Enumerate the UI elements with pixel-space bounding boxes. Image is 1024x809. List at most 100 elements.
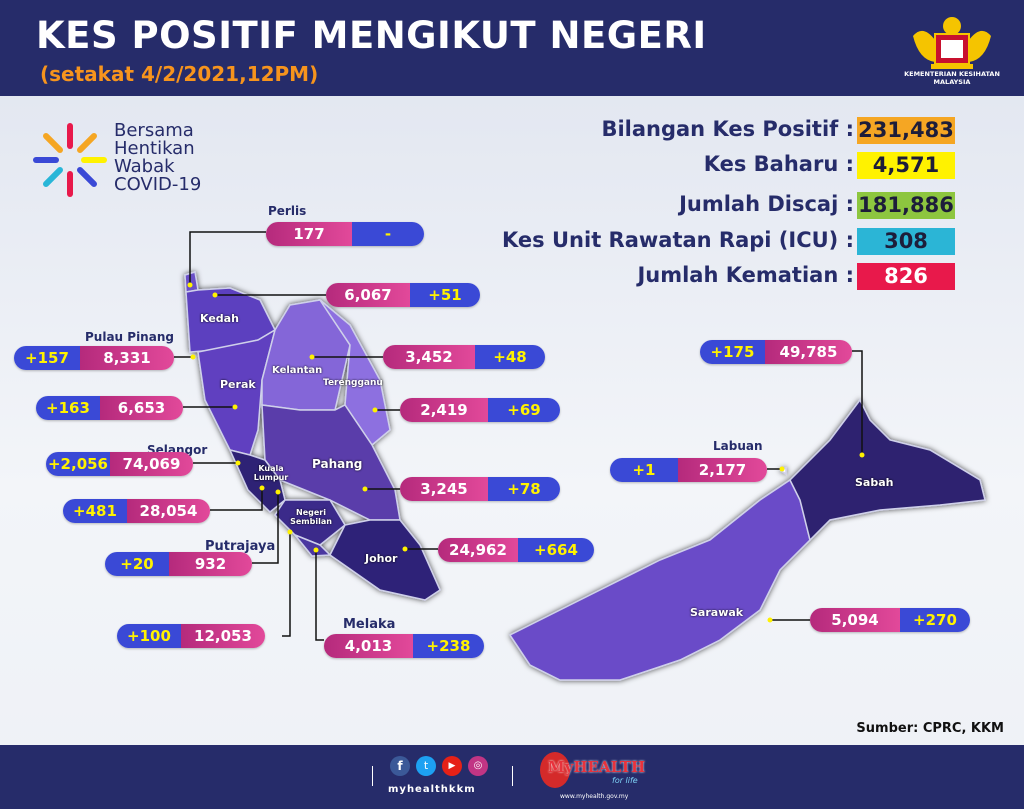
map-label-pahang: Pahang [312,457,363,471]
total-cases: 49,785 [765,340,852,364]
pill-kelantan: 3,452 +48 [383,345,545,369]
pill-selangor: +2,056 74,069 [46,452,193,476]
pill-sarawak: 5,094 +270 [810,608,970,632]
social-handle: myhealthkkm [388,784,476,795]
map-label-sabah: Sabah [855,476,894,489]
stat-label-total: Bilangan Kes Positif : [601,117,854,141]
page-title: KES POSITIF MENGIKUT NEGERI [36,14,707,57]
map-label-perak: Perak [220,378,256,391]
total-cases: 2,419 [400,398,488,422]
stat-label-icu: Kes Unit Rawatan Rapi (ICU) : [502,228,854,252]
stat-label-new: Kes Baharu : [703,152,854,176]
new-cases: - [352,222,424,246]
campaign-line: Wabak [114,156,175,177]
myhealth-figure-icon [540,752,570,788]
pill-pahang: 3,245 +78 [400,477,560,501]
new-cases: +69 [488,398,560,422]
myhealth-tagline: for life [612,776,638,785]
pill-perlis: 177- [266,222,424,246]
total-cases: 932 [169,552,252,576]
campaign-line: Bersama [114,120,194,141]
new-cases: +238 [413,634,484,658]
map-label-kedah: Kedah [200,312,239,325]
total-cases: 2,177 [678,458,767,482]
map-terengganu [319,299,391,447]
total-cases: 8,331 [80,346,174,370]
map-label-sarawak: Sarawak [690,606,744,619]
total-cases: 3,452 [383,345,475,369]
total-cases: 74,069 [110,452,193,476]
source-credit: Sumber: CPRC, KKM [856,721,1004,736]
state-label-labuan: Labuan [713,439,763,453]
new-cases: +51 [410,283,480,307]
map-label-johor: Johor [365,552,398,565]
total-cases: 177 [266,222,352,246]
new-cases: +48 [475,345,545,369]
pill-negeri-sembilan: +100 12,053 [117,624,265,648]
map-selangor [228,448,286,514]
facebook-icon[interactable]: f [390,756,410,776]
map-sabah [789,398,986,542]
map-johor [329,519,441,601]
campaign-text: Bersama Hentikan Wabak COVID-19 [114,122,201,194]
new-cases: +175 [700,340,765,364]
new-cases: +270 [900,608,970,632]
page-subtitle: (setakat 4/2/2021,12PM) [40,62,319,86]
malaysia-map [174,231,986,681]
state-label-melaka: Melaka [343,617,396,632]
new-cases: +163 [36,396,100,420]
stat-value-icu: 308 [857,228,955,255]
pill-putrajaya: +20 932 [105,552,252,576]
website-url: www.myhealth.gov.my [560,793,629,800]
new-cases: +157 [14,346,80,370]
campaign-line: COVID-19 [114,174,202,195]
youtube-icon[interactable]: ▶ [442,756,462,776]
total-cases: 3,245 [400,477,488,501]
map-perak [197,328,277,456]
pill-melaka: 4,013 +238 [324,634,484,658]
coat-of-arms-logo [913,17,991,69]
map-label-kuala-lumpur: Kuala Lumpur [253,464,289,482]
pill-pulau-pinang: +157 8,331 [14,346,174,370]
new-cases: +100 [117,624,181,648]
new-cases: +78 [488,477,560,501]
new-cases: +481 [63,499,127,523]
pill-kuala-lumpur: +481 28,054 [63,499,210,523]
map-label-kelantan: Kelantan [272,365,323,376]
campaign-line: Hentikan [114,138,195,159]
campaign-burst-icon [33,123,107,197]
stat-value-total: 231,483 [857,117,955,144]
total-cases: 28,054 [127,499,210,523]
map-label-negeri-sembilan: Negeri Sembilan [290,508,332,526]
divider [372,766,373,786]
pill-terengganu: 2,419 +69 [400,398,560,422]
pill-perak: +163 6,653 [36,396,183,420]
pill-labuan: +1 2,177 [610,458,767,482]
new-cases: +2,056 [46,452,110,476]
total-cases: 24,962 [438,538,518,562]
total-cases: 4,013 [324,634,413,658]
pill-johor: 24,962 +664 [438,538,594,562]
header-banner [0,0,1024,96]
new-cases: +20 [105,552,169,576]
twitter-icon[interactable]: t [416,756,436,776]
total-cases: 6,653 [100,396,183,420]
new-cases: +664 [518,538,594,562]
stat-label-discharged: Jumlah Discaj : [679,192,854,216]
pill-sabah: +175 49,785 [700,340,852,364]
myhealth-brand: MyHEALTH [548,758,646,776]
map-sarawak [508,478,811,681]
instagram-icon[interactable]: ◎ [468,756,488,776]
total-cases: 5,094 [810,608,900,632]
stat-value-new: 4,571 [857,152,955,179]
map-label-terengganu: Terengganu [323,378,383,388]
total-cases: 6,067 [326,283,410,307]
stat-label-deaths: Jumlah Kematian : [637,263,854,287]
stat-value-discharged: 181,886 [857,192,955,219]
map-perlis [184,271,199,293]
new-cases: +1 [610,458,678,482]
state-label-pulau-pinang: Pulau Pinang [85,330,174,344]
stat-value-deaths: 826 [857,263,955,290]
pill-kedah: 6,067 +51 [326,283,480,307]
divider [512,766,513,786]
